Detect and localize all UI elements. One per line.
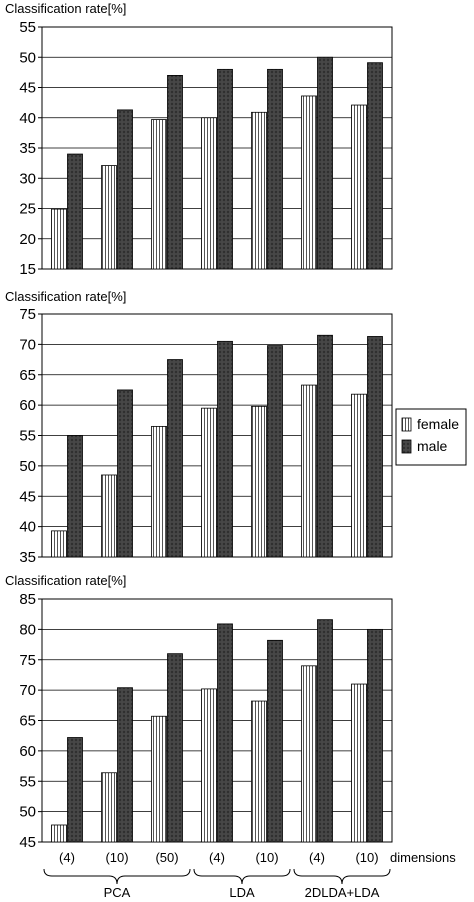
bar-female-7	[351, 683, 367, 843]
x-tick-label: (4)	[59, 850, 75, 865]
bar-female-6	[301, 95, 317, 270]
y-tick-label: 40	[19, 519, 36, 536]
legend-label-female: female	[417, 416, 459, 432]
chart-panel-2: Classification rate[%] 35 40 45 50 55 60 65 70 75	[5, 289, 393, 566]
y-tick-label: 85	[19, 591, 36, 608]
legend: female male	[395, 408, 467, 466]
group-brace-1	[43, 868, 191, 885]
y-tick-label: 60	[19, 743, 36, 760]
y-axis-label: Classification rate[%]	[5, 1, 126, 16]
bar-female-4	[201, 117, 217, 270]
x-tick-label: (50)	[155, 850, 178, 865]
x-axis-groups: (4) (10) (50) (4) (10) (4) (10) dimensions PCA LD…	[43, 850, 456, 900]
bar-male-7	[367, 62, 383, 270]
y-tick-label: 25	[19, 201, 36, 218]
y-tick-label: 40	[19, 110, 36, 127]
charts-layer: Classification rate[%] 15 20 25 30 35 40 45 50 55…	[5, 1, 393, 851]
y-tick-label: 35	[19, 549, 36, 566]
y-tick-label: 15	[19, 261, 36, 278]
group-label: PCA	[104, 885, 131, 900]
y-tick-label: 60	[19, 397, 36, 414]
x-tick-label: (10)	[105, 850, 128, 865]
y-tick-label: 45	[19, 80, 36, 97]
bar-female-1	[51, 530, 67, 558]
y-tick-label: 45	[19, 834, 36, 851]
bar-female-1	[51, 208, 67, 270]
bar-female-2	[101, 772, 117, 843]
bar-male-4	[217, 68, 233, 270]
bar-female-7	[351, 393, 367, 558]
bar-female-2	[101, 474, 117, 558]
x-tick-label: (10)	[355, 850, 378, 865]
bar-male-1	[67, 435, 83, 558]
group-brace-3	[293, 868, 391, 885]
y-tick-label: 50	[19, 458, 36, 475]
y-tick-label: 20	[19, 231, 36, 248]
y-tick-label: 55	[19, 773, 36, 790]
bar-male-1	[67, 737, 83, 843]
y-tick-label: 70	[19, 336, 36, 353]
bar-female-2	[101, 165, 117, 270]
bar-female-1	[51, 824, 67, 843]
bar-female-5	[251, 700, 267, 843]
bar-female-4	[201, 407, 217, 558]
bar-male-3	[167, 75, 183, 270]
bar-male-2	[117, 109, 133, 270]
bar-male-6	[317, 619, 333, 843]
y-tick-label: 80	[19, 621, 36, 638]
bar-male-7	[367, 628, 383, 843]
x-tick-label: (4)	[309, 850, 325, 865]
legend-swatch-female	[401, 417, 412, 432]
bar-male-5	[267, 68, 283, 270]
y-tick-label: 70	[19, 682, 36, 699]
y-tick-label: 65	[19, 713, 36, 730]
y-tick-label: 30	[19, 170, 36, 187]
x-axis-label: dimensions	[390, 850, 456, 865]
y-tick-label: 50	[19, 804, 36, 821]
bar-female-5	[251, 111, 267, 270]
bar-female-4	[201, 688, 217, 843]
legend-swatch-male	[401, 439, 412, 454]
legend-label-male: male	[417, 438, 448, 454]
group-label: LDA	[229, 885, 255, 900]
bar-male-2	[117, 687, 133, 843]
bar-male-6	[317, 334, 333, 558]
bar-female-7	[351, 104, 367, 270]
bar-male-7	[367, 336, 383, 558]
bar-male-2	[117, 389, 133, 558]
chart-panel-3: Classification rate[%] 45 50 55 60 65 70 75 80 85	[5, 573, 393, 851]
bar-male-4	[217, 623, 233, 843]
bar-male-3	[167, 653, 183, 843]
y-tick-label: 75	[19, 306, 36, 323]
group-brace-2	[193, 868, 291, 885]
bar-female-3	[151, 425, 167, 558]
y-tick-label: 65	[19, 367, 36, 384]
x-tick-label: (10)	[255, 850, 278, 865]
bar-male-4	[217, 340, 233, 558]
bar-female-3	[151, 715, 167, 843]
bar-female-5	[251, 405, 267, 558]
bar-female-6	[301, 665, 317, 843]
bar-male-1	[67, 153, 83, 270]
bar-female-6	[301, 384, 317, 558]
y-tick-label: 75	[19, 652, 36, 669]
y-axis-label: Classification rate[%]	[5, 573, 126, 588]
y-axis-label: Classification rate[%]	[5, 289, 126, 304]
y-tick-label: 45	[19, 488, 36, 505]
chart-panel-1: Classification rate[%] 15 20 25 30 35 40 45 50 55	[5, 1, 393, 278]
bar-male-5	[267, 345, 283, 558]
x-tick-label: (4)	[209, 850, 225, 865]
y-tick-label: 50	[19, 49, 36, 66]
y-tick-label: 55	[19, 19, 36, 36]
y-tick-label: 55	[19, 428, 36, 445]
bar-female-3	[151, 119, 167, 270]
bar-male-5	[267, 639, 283, 843]
group-label: 2DLDA+LDA	[305, 885, 380, 900]
bar-male-3	[167, 359, 183, 558]
y-tick-label: 35	[19, 140, 36, 157]
bar-male-6	[317, 56, 333, 270]
